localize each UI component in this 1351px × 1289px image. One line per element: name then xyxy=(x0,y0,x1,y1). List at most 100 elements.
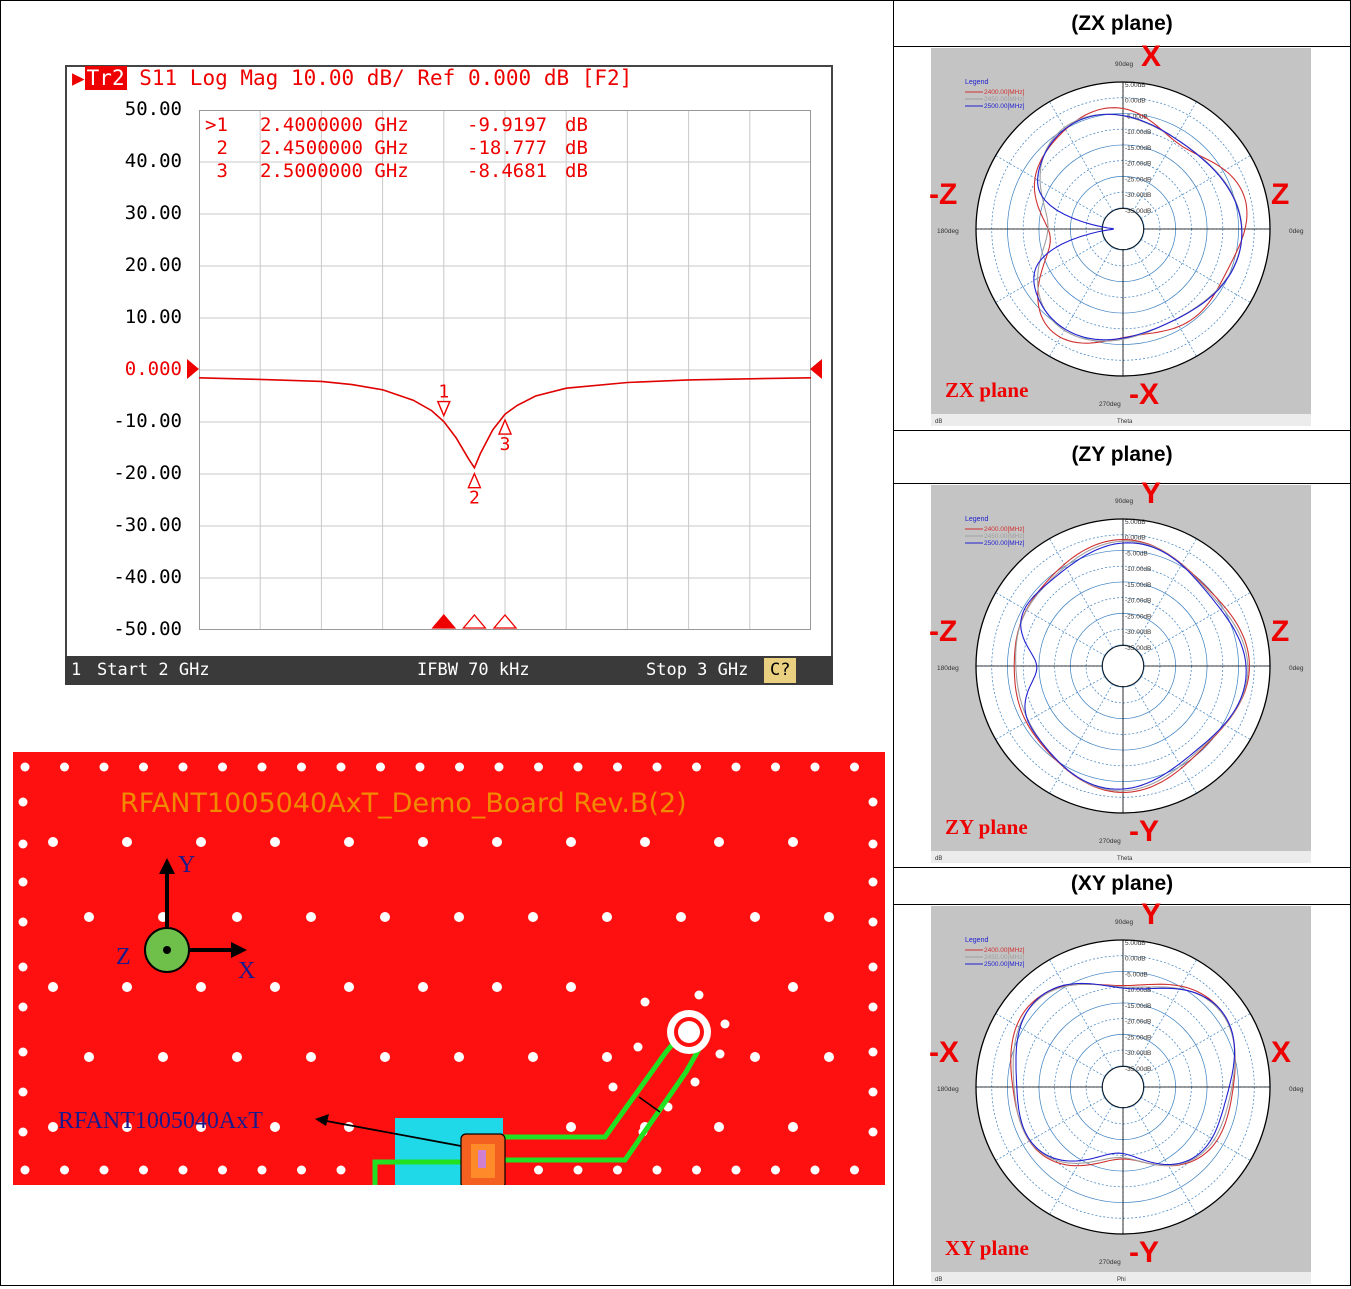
ring-label: -30.00dB xyxy=(1125,1050,1151,1057)
via xyxy=(158,1052,168,1062)
via xyxy=(20,1165,30,1175)
via xyxy=(868,797,878,807)
spoke xyxy=(1140,155,1251,220)
via xyxy=(297,762,306,772)
via xyxy=(850,1165,859,1175)
ring-label: -15.00dB xyxy=(1125,1003,1151,1010)
via xyxy=(380,1052,390,1062)
via xyxy=(218,1165,227,1175)
via xyxy=(99,1165,109,1175)
legend-title: Legend xyxy=(965,516,988,523)
via xyxy=(640,997,650,1007)
y-tick: 20.00 xyxy=(124,254,182,276)
via xyxy=(868,1127,878,1137)
y-tick: 40.00 xyxy=(124,150,182,172)
degree-label: 270deg xyxy=(1099,401,1121,408)
via xyxy=(418,982,428,992)
channel-number: 1 xyxy=(71,660,82,680)
feed-trace xyxy=(503,1040,706,1163)
correction-button[interactable]: C? xyxy=(764,658,797,683)
via xyxy=(640,837,650,847)
ring-label: 5.00dB xyxy=(1125,940,1146,947)
spoke xyxy=(1049,959,1114,1070)
spoke xyxy=(1049,683,1114,794)
stimulus-marker[interactable] xyxy=(461,613,487,629)
spoke xyxy=(1049,101,1114,212)
via xyxy=(455,762,464,772)
ring-label: 5.00dB xyxy=(1125,519,1146,526)
ground-trace xyxy=(372,1159,483,1185)
y-tick: 0.000 xyxy=(124,358,182,380)
stimulus-marker[interactable] xyxy=(431,613,457,629)
marker-value: -18.777 xyxy=(467,137,548,159)
spoke xyxy=(1140,592,1251,657)
stimulus-marker[interactable] xyxy=(492,613,518,629)
via xyxy=(20,762,30,772)
degree-label: 90deg xyxy=(1115,498,1133,505)
marker-1[interactable] xyxy=(436,400,451,418)
via xyxy=(257,762,267,772)
via xyxy=(344,837,354,847)
angle-axis-name: Phi xyxy=(1117,1277,1126,1283)
column-divider xyxy=(893,0,894,1286)
ring-label: -5.00dB xyxy=(1125,113,1148,120)
via xyxy=(18,839,28,849)
legend-entry: 2500.00[MHz] xyxy=(984,961,1025,968)
marker-id: >1 xyxy=(205,114,228,136)
via xyxy=(731,1165,741,1175)
marker-2[interactable] xyxy=(467,471,482,489)
angle-axis-name: Theta xyxy=(1117,856,1133,862)
via xyxy=(720,1019,730,1029)
ring-label: -25.00dB xyxy=(1125,613,1151,620)
label-arrow xyxy=(320,1119,462,1147)
ring-label: -30.00dB xyxy=(1125,192,1151,199)
via xyxy=(196,982,206,992)
marker-freq: 2.4000000 GHz xyxy=(260,114,409,136)
via xyxy=(602,912,612,922)
marker-3[interactable] xyxy=(497,418,513,435)
marker-label: 2 xyxy=(469,488,480,509)
via xyxy=(788,837,798,847)
marker-unit: dB xyxy=(565,160,588,182)
y-axis-label: Y xyxy=(178,852,196,878)
via xyxy=(750,1052,760,1062)
s11-trace xyxy=(199,377,811,470)
stop-frequency[interactable]: Stop 3 GHz xyxy=(646,660,749,680)
axis-left-label: -Z xyxy=(929,615,958,648)
spoke xyxy=(1049,538,1114,649)
legend-entry: 2400.00[MHz] xyxy=(984,89,1025,96)
via xyxy=(454,912,464,922)
zx-plane-title: (ZX plane) xyxy=(1071,12,1173,35)
via xyxy=(99,762,109,772)
spoke xyxy=(1132,101,1197,212)
via xyxy=(788,982,798,992)
via xyxy=(492,837,502,847)
start-frequency[interactable]: Start 2 GHz xyxy=(97,660,210,680)
connector-center xyxy=(678,1021,700,1043)
spoke xyxy=(995,155,1106,220)
via xyxy=(868,1002,878,1012)
ring-label: -25.00dB xyxy=(1125,1034,1151,1041)
marker-unit: dB xyxy=(565,114,588,136)
ifbw[interactable]: IFBW 70 kHz xyxy=(417,660,530,680)
row-line xyxy=(893,867,1351,868)
unit-label: dB xyxy=(935,419,942,425)
via xyxy=(608,1082,618,1092)
via xyxy=(613,762,622,772)
ring-label: 5.00dB xyxy=(1125,82,1146,89)
ring-label: -35.00dB xyxy=(1125,645,1151,652)
y-tick: -30.00 xyxy=(113,514,182,536)
vna-header: ▶Tr2 S11 Log Mag 10.00 dB/ Ref 0.000 dB … xyxy=(72,66,633,90)
via xyxy=(270,982,280,992)
ring-label: -10.00dB xyxy=(1125,129,1151,136)
via xyxy=(633,1042,643,1052)
dimension-line xyxy=(638,1096,661,1113)
legend-title: Legend xyxy=(965,79,988,86)
plane-label: ZY plane xyxy=(945,815,1028,839)
z-axis-label: Z xyxy=(116,944,131,970)
via xyxy=(868,877,878,887)
radiation-pattern: 5.00dB 0.00dB -5.00dB -10.00dB -15.00dB -20.0… xyxy=(931,48,1311,426)
trace-tag[interactable]: Tr2 xyxy=(84,66,127,90)
legend-entry: 2500.00[MHz] xyxy=(984,103,1025,110)
pattern-trace xyxy=(1015,982,1236,1166)
